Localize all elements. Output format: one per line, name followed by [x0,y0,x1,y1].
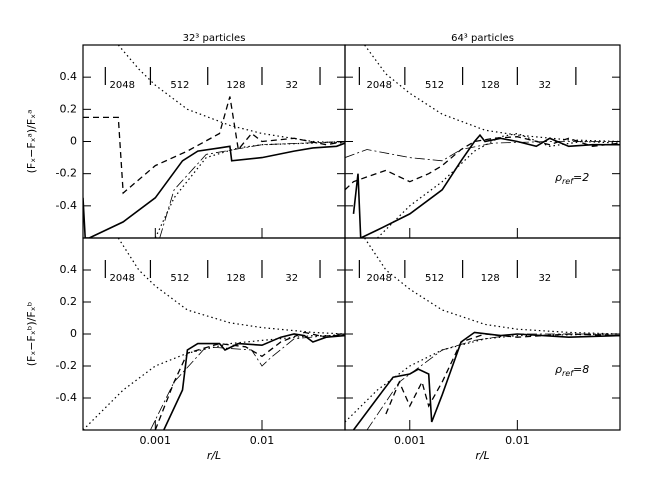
x-tick-label: 0.01 [505,434,530,447]
top-label: 512 [170,273,189,284]
panel-title: 64³ particles [451,33,514,44]
x-axis-label: r/L [207,449,221,462]
annotation-symbol: ρ [555,363,562,376]
series-line [345,141,620,162]
annotation: ρref=8 [555,363,589,378]
series-line [83,96,345,195]
series-line [385,333,620,415]
series-line [159,141,345,238]
panel-frame [82,237,346,431]
series-line [364,45,620,143]
annotation: ρref=2 [555,171,589,186]
top-label: 2048 [366,273,391,284]
series-line [117,238,345,335]
top-label: 512 [425,80,444,91]
plot-area [83,238,345,430]
series-line [83,142,345,238]
top-label: 32 [285,80,298,91]
plot-area [345,238,620,430]
y-tick-label: 0.2 [60,295,78,308]
series-line [117,45,345,144]
y-tick-label: -0.4 [56,199,77,212]
y-tick-label: -0.2 [56,167,77,180]
series-line [154,331,345,430]
top-label: 32 [538,273,551,284]
panel-title: 32³ particles [183,33,246,44]
series-line [376,132,620,238]
series-line [154,140,345,238]
y-tick-label: 0.2 [60,102,78,115]
annotation-sub: ref [562,177,574,186]
series-line [163,333,345,430]
y-axis-label: (Fₓ−Fₓᵃ)/Fₓᵃ [25,110,38,174]
x-tick-label: 0.001 [140,434,172,447]
top-label: 128 [226,80,245,91]
top-label: 2048 [110,273,135,284]
top-label: 512 [425,273,444,284]
panel-frame [82,44,346,239]
annotation-rest: =2 [573,171,589,184]
y-tick-label: 0.4 [60,70,78,83]
series-line [150,333,345,430]
y-tick-label: 0.4 [60,263,78,276]
series-line [352,133,620,238]
top-label: 128 [481,273,500,284]
plot-area [83,45,345,238]
y-tick-label: 0 [70,135,77,148]
annotation-sub: ref [562,369,574,378]
series-line [352,331,620,430]
series-line [364,238,620,335]
y-tick-label: -0.2 [56,359,77,372]
top-label: 128 [481,80,500,91]
x-tick-label: 0.001 [394,434,426,447]
y-tick-label: 0 [70,327,77,340]
x-tick-label: 0.01 [250,434,275,447]
y-axis-label: (Fₓ−Fₓᵇ)/Fₓᵇ [25,301,38,366]
top-label: 128 [226,273,245,284]
top-label: 32 [538,80,551,91]
top-label: 2048 [110,80,135,91]
top-label: 512 [170,80,189,91]
top-label: 2048 [366,80,391,91]
plot-area [345,45,620,238]
top-label: 32 [285,273,298,284]
annotation-symbol: ρ [555,171,562,184]
x-axis-label: r/L [475,449,489,462]
series-line [345,333,620,423]
series-line [83,335,345,430]
series-line [366,333,620,430]
annotation-rest: =8 [573,363,589,376]
y-tick-label: -0.4 [56,391,77,404]
